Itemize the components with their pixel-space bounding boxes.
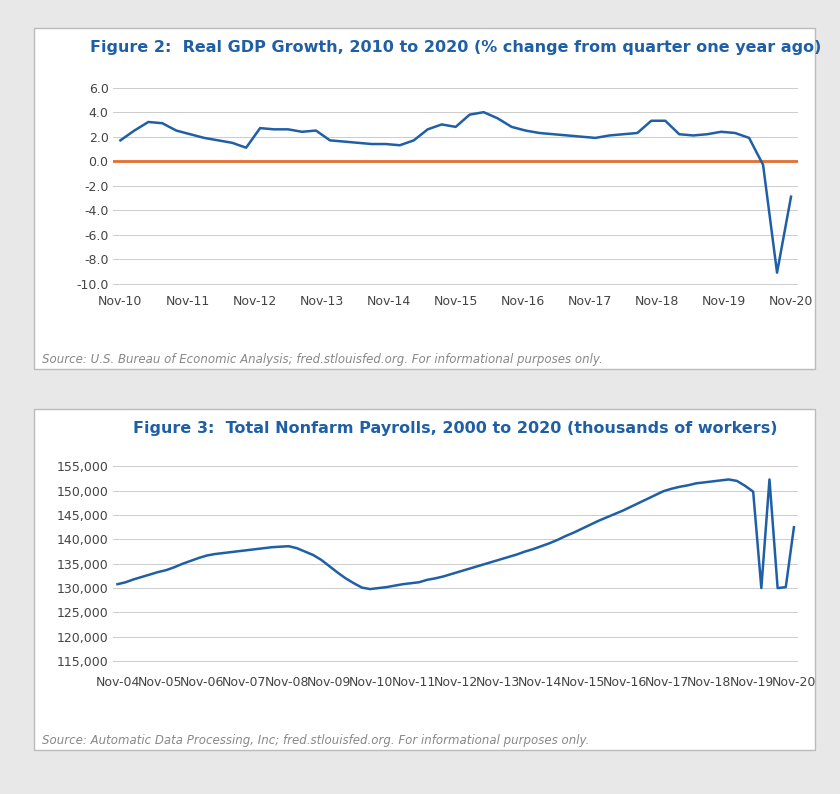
Text: Source: Automatic Data Processing, Inc; fred.stlouisfed.org. For informational p: Source: Automatic Data Processing, Inc; … <box>42 734 590 747</box>
Text: Source: U.S. Bureau of Economic Analysis; fred.stlouisfed.org. For informational: Source: U.S. Bureau of Economic Analysis… <box>42 353 603 366</box>
Text: Figure 2:  Real GDP Growth, 2010 to 2020 (% change from quarter one year ago): Figure 2: Real GDP Growth, 2010 to 2020 … <box>90 40 822 55</box>
Text: Figure 3:  Total Nonfarm Payrolls, 2000 to 2020 (thousands of workers): Figure 3: Total Nonfarm Payrolls, 2000 t… <box>134 421 778 436</box>
